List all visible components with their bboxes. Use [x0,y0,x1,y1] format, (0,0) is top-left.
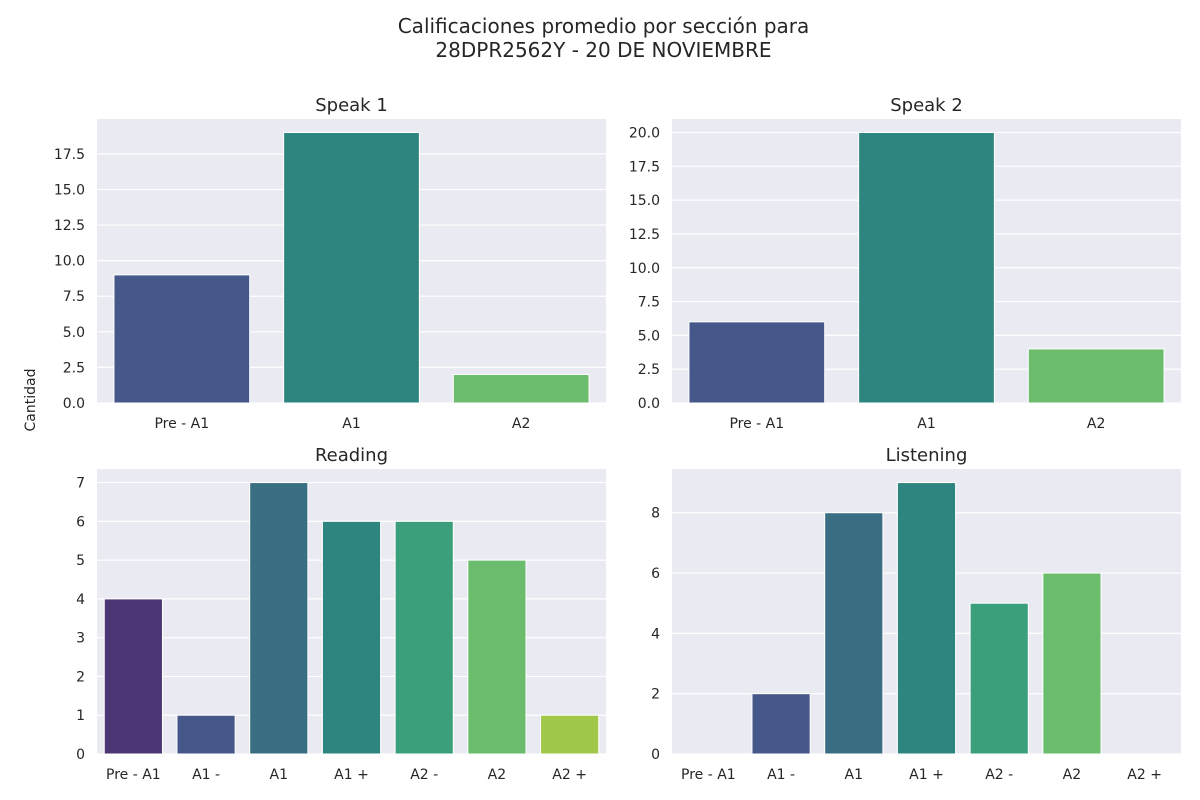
x-tick-label-2-4: A2 - [410,767,438,783]
y-tick-label-0-5: 12.5 [54,218,85,234]
y-tick-label-3-1: 2 [651,687,660,703]
x-tick-label-2-3: A1 + [334,767,369,783]
x-tick-label-1-0: Pre - A1 [729,416,784,432]
y-tick-label-1-0: 0.0 [638,396,660,412]
x-tick-label-3-0: Pre - A1 [681,767,736,783]
figure-title: Calificaciones promedio por sección para… [0,14,1200,62]
bar-1-1 [858,132,995,404]
bar-2-1 [176,714,236,755]
bar-3-4 [969,602,1029,755]
bar-1-0 [688,321,826,404]
panel-title-2: Reading [315,445,388,466]
x-tick-label-0-0: Pre - A1 [154,416,209,432]
y-tick-label-0-4: 10.0 [54,254,85,270]
bar-3-5 [1042,572,1102,755]
y-tick-label-1-5: 12.5 [629,227,660,243]
y-tick-label-0-3: 7.5 [63,289,85,305]
panel-title-1: Speak 2 [890,95,963,116]
x-tick-label-2-5: A2 [488,767,506,783]
y-tick-label-2-0: 0 [76,747,85,763]
y-tick-label-0-6: 15.0 [54,182,85,198]
bar-3-3 [896,482,957,755]
y-tick-label-0-1: 2.5 [63,360,85,376]
x-tick-label-3-4: A2 - [985,767,1013,783]
bar-0-2 [452,374,590,404]
x-tick-label-3-2: A1 [845,767,863,783]
panel-title-0: Speak 1 [315,95,388,116]
y-tick-label-3-4: 8 [651,506,660,522]
x-tick-label-1-2: A2 [1087,416,1105,432]
x-tick-label-0-1: A1 [342,416,360,432]
y-tick-label-1-4: 10.0 [629,261,660,277]
y-tick-label-1-2: 5.0 [638,328,660,344]
y-tick-label-3-2: 4 [651,626,660,642]
bar-2-0 [103,598,163,755]
x-tick-label-2-1: A1 - [192,767,220,783]
y-tick-label-2-5: 5 [76,553,85,569]
bar-3-1 [751,693,811,755]
y-tick-label-2-7: 7 [76,476,85,492]
y-tick-label-0-7: 17.5 [54,147,85,163]
y-tick-label-3-3: 6 [651,566,660,582]
x-tick-label-3-3: A1 + [909,767,944,783]
x-tick-label-2-2: A1 [270,767,288,783]
bar-2-4 [394,520,454,755]
y-tick-label-2-4: 4 [76,592,85,608]
y-tick-label-2-3: 3 [76,631,85,647]
y-tick-label-1-7: 17.5 [629,159,660,175]
y-tick-label-3-0: 0 [651,747,660,763]
bar-2-5 [467,559,527,755]
y-tick-label-1-8: 20.0 [629,126,660,142]
x-tick-label-3-5: A2 [1063,767,1081,783]
bar-2-6 [540,714,600,755]
bar-0-1 [283,132,420,404]
x-tick-label-1-1: A1 [917,416,935,432]
bar-3-2 [824,512,884,755]
figure-title-line-2: 28DPR2562Y - 20 DE NOVIEMBRE [435,38,772,62]
x-tick-label-2-6: A2 + [552,767,587,783]
y-tick-label-2-1: 1 [76,708,85,724]
bar-1-2 [1027,348,1165,404]
y-tick-label-2-2: 2 [76,669,85,685]
figure-title-line-1: Calificaciones promedio por sección para [397,14,810,38]
y-tick-label-1-6: 15.0 [629,193,660,209]
x-tick-label-0-2: A2 [512,416,530,432]
panel-title-3: Listening [886,445,968,466]
bar-0-0 [113,274,251,404]
bar-2-2 [249,482,309,755]
y-tick-label-0-2: 5.0 [63,325,85,341]
x-tick-label-3-1: A1 - [767,767,795,783]
x-tick-label-2-0: Pre - A1 [106,767,161,783]
y-tick-label-2-6: 6 [76,514,85,530]
y-tick-label-1-3: 7.5 [638,295,660,311]
x-tick-label-3-6: A2 + [1127,767,1162,783]
bar-2-3 [321,520,382,755]
y-tick-label-1-1: 2.5 [638,362,660,378]
y-tick-label-0-0: 0.0 [63,396,85,412]
